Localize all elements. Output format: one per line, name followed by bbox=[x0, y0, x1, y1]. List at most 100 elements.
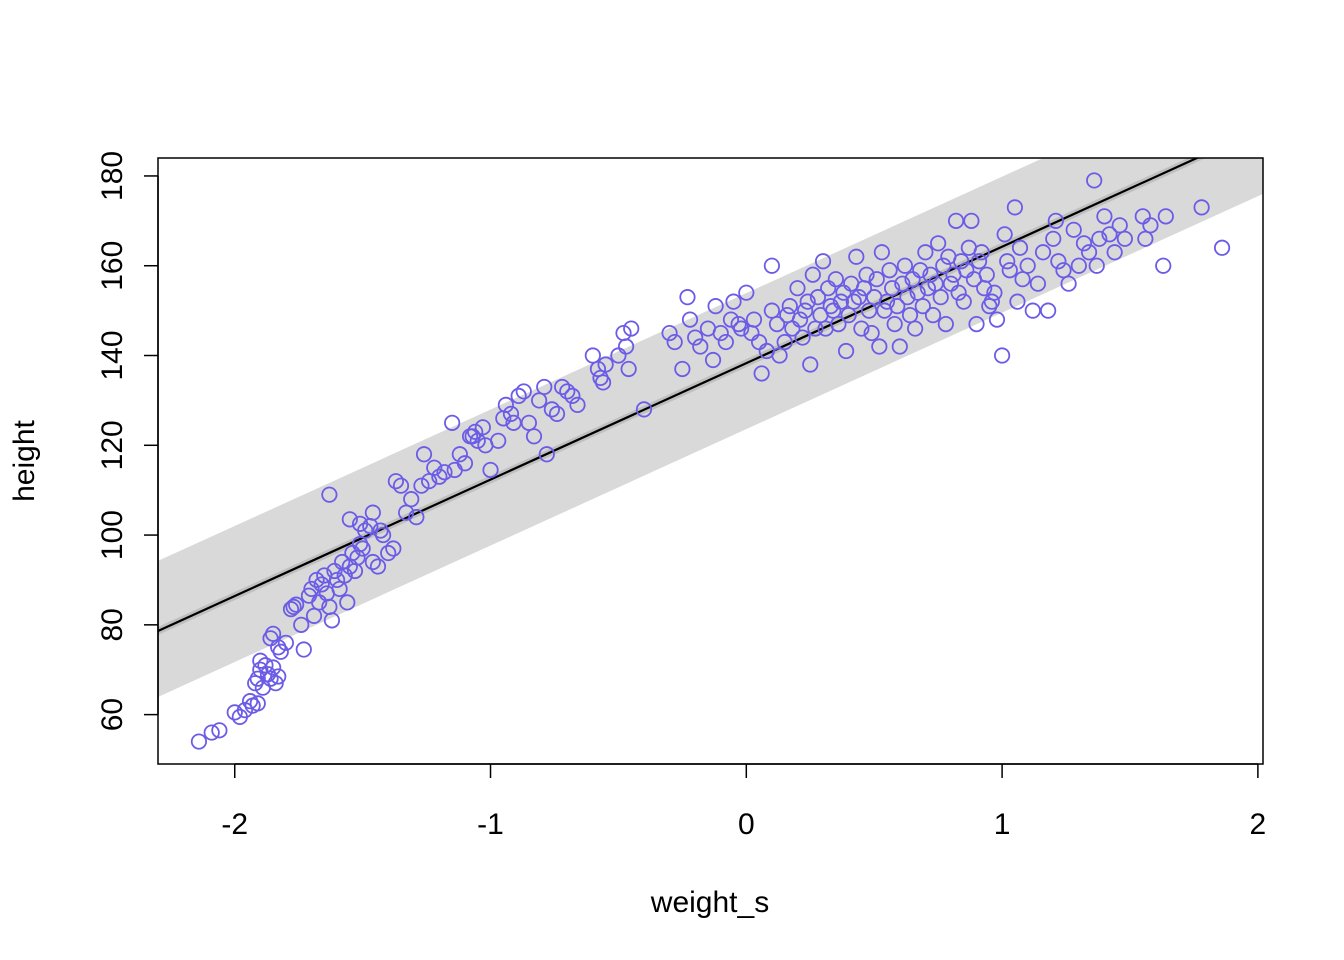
data-point bbox=[1045, 230, 1062, 247]
data-point bbox=[536, 378, 553, 396]
data-point bbox=[564, 387, 581, 405]
data-point bbox=[881, 262, 898, 279]
data-point bbox=[809, 289, 827, 306]
data-point bbox=[374, 526, 392, 544]
data-point bbox=[1009, 293, 1026, 310]
data-point bbox=[968, 315, 985, 333]
y-tick-label: 100 bbox=[96, 510, 129, 560]
data-point bbox=[970, 253, 988, 270]
y-tick-label: 180 bbox=[96, 151, 129, 201]
y-tick-label: 80 bbox=[96, 608, 129, 641]
data-point bbox=[482, 461, 499, 479]
x-tick-label: -2 bbox=[221, 808, 248, 841]
data-point bbox=[845, 293, 862, 310]
data-point bbox=[497, 396, 514, 413]
data-point bbox=[1096, 208, 1113, 225]
data-point bbox=[267, 675, 284, 692]
data-point bbox=[830, 315, 847, 333]
data-point bbox=[584, 347, 601, 364]
data-point bbox=[687, 329, 704, 346]
data-point bbox=[339, 594, 356, 611]
data-point bbox=[328, 571, 346, 589]
data-point bbox=[282, 601, 300, 618]
data-point bbox=[559, 383, 576, 400]
data-point bbox=[543, 401, 561, 418]
data-point bbox=[999, 253, 1016, 270]
y-tick-label: 140 bbox=[96, 330, 129, 380]
x-tick-label: 0 bbox=[738, 808, 755, 841]
data-point bbox=[436, 464, 453, 481]
data-point bbox=[868, 271, 885, 288]
data-point bbox=[799, 293, 816, 310]
data-point bbox=[832, 293, 850, 310]
data-point bbox=[1116, 230, 1133, 247]
data-point bbox=[415, 446, 433, 463]
data-point bbox=[891, 338, 908, 355]
x-axis-label: weight_s bbox=[650, 886, 769, 919]
data-point bbox=[272, 643, 289, 660]
data-point bbox=[364, 553, 381, 571]
data-point bbox=[932, 289, 949, 306]
data-point bbox=[1075, 235, 1093, 252]
data-point bbox=[265, 659, 282, 676]
data-point bbox=[922, 266, 939, 283]
data-point bbox=[597, 356, 614, 373]
data-point bbox=[354, 540, 371, 557]
data-point bbox=[252, 661, 269, 678]
data-point bbox=[935, 257, 952, 274]
data-point bbox=[973, 244, 990, 261]
data-point bbox=[623, 320, 640, 337]
data-point bbox=[1101, 226, 1118, 243]
y-tick-label: 160 bbox=[96, 241, 129, 291]
data-point bbox=[871, 338, 888, 355]
data-point bbox=[1070, 257, 1087, 274]
data-point bbox=[510, 387, 527, 405]
data-point bbox=[303, 580, 320, 598]
data-point bbox=[733, 320, 750, 337]
data-point bbox=[594, 374, 612, 391]
data-point bbox=[515, 383, 532, 400]
data-point bbox=[392, 477, 410, 494]
data-point bbox=[502, 405, 520, 422]
data-point bbox=[1086, 172, 1103, 189]
data-point bbox=[814, 253, 832, 270]
data-point bbox=[674, 360, 691, 378]
data-point bbox=[1024, 302, 1041, 319]
data-point bbox=[1157, 208, 1174, 225]
data-point bbox=[288, 596, 305, 613]
data-point bbox=[661, 324, 678, 342]
data-point bbox=[249, 670, 266, 687]
data-point bbox=[912, 262, 929, 279]
data-point bbox=[525, 428, 543, 445]
data-point bbox=[873, 244, 890, 261]
regression-line bbox=[158, 158, 1200, 632]
data-point bbox=[270, 668, 287, 685]
data-point bbox=[768, 315, 786, 333]
data-point bbox=[802, 356, 819, 373]
data-point bbox=[505, 414, 522, 431]
data-point bbox=[426, 459, 443, 476]
data-point bbox=[380, 544, 397, 562]
data-point bbox=[707, 298, 724, 315]
data-point bbox=[853, 320, 870, 337]
data-point bbox=[554, 378, 571, 396]
data-point bbox=[1034, 244, 1052, 261]
data-point bbox=[538, 446, 555, 463]
data-point bbox=[403, 491, 420, 508]
data-point bbox=[620, 360, 637, 378]
data-point bbox=[789, 280, 806, 297]
data-point bbox=[917, 244, 934, 261]
y-axis: 60 80 100 120 140 160 180 bbox=[96, 151, 159, 731]
data-point bbox=[277, 634, 294, 651]
data-point bbox=[569, 396, 586, 413]
data-point bbox=[725, 293, 742, 310]
data-point bbox=[924, 307, 942, 324]
data-point bbox=[364, 504, 381, 521]
data-point bbox=[211, 722, 228, 739]
x-tick-label: 1 bbox=[994, 808, 1011, 841]
data-point bbox=[236, 702, 254, 719]
data-point bbox=[1065, 221, 1082, 238]
data-point bbox=[827, 271, 844, 288]
data-point bbox=[1040, 302, 1057, 319]
x-axis: -2 -1 0 1 2 bbox=[221, 763, 1266, 841]
